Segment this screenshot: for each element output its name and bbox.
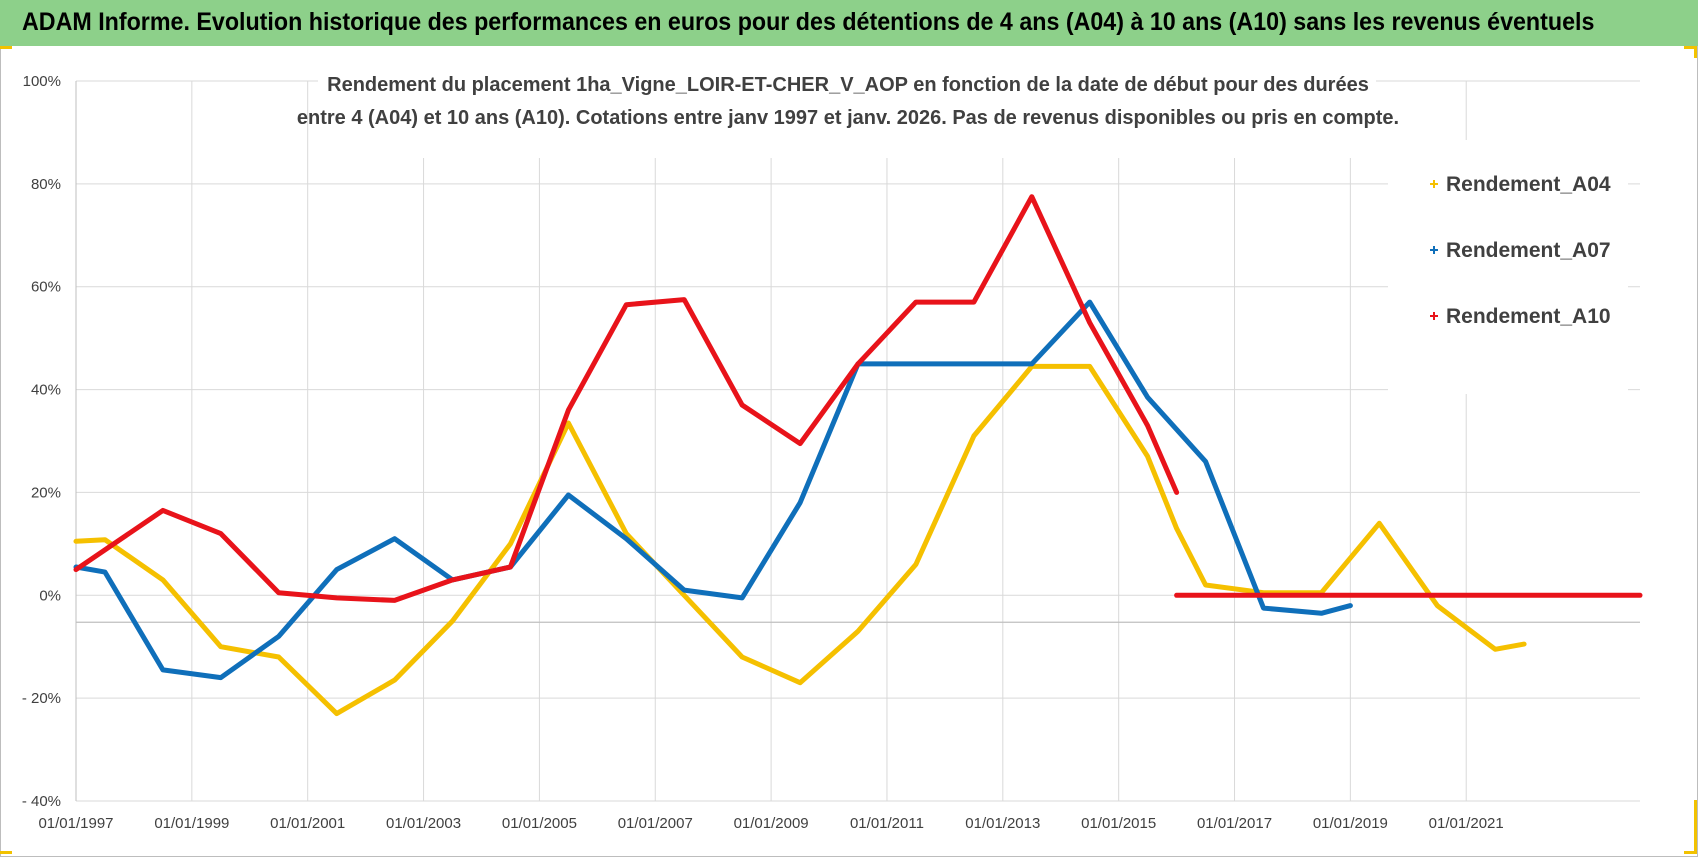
legend-label: Rendement_A07 [1446, 239, 1611, 262]
y-tick-label: 40% [31, 382, 61, 399]
gridlines [75, 80, 1640, 802]
x-tick-label: 01/01/2013 [965, 815, 1040, 832]
series-line-rendement_a04 [73, 363, 1527, 717]
y-tick-label: 100% [23, 73, 61, 90]
corner-accent-top-left [0, 46, 12, 49]
corner-accent-bottom-right [1684, 851, 1696, 854]
y-tick-label: - 40% [22, 793, 61, 810]
header-bar: ADAM Informe. Evolution historique des p… [0, 0, 1698, 46]
line-chart: 100% 80% 60% 40% 20% 0% - 20% - 40% 01/01/1997 01… [22, 66, 1643, 832]
legend-background [1388, 140, 1628, 394]
corner-accent-top-right [1684, 46, 1696, 49]
legend-label: Rendement_A04 [1446, 173, 1611, 196]
legend-label: Rendement_A10 [1446, 305, 1611, 328]
corner-accent-right-bottom [1694, 800, 1697, 854]
x-tick-label: 01/01/2007 [618, 815, 693, 832]
x-tick-label: 01/01/2003 [386, 815, 461, 832]
page-title: ADAM Informe. Evolution historique des p… [22, 8, 1595, 36]
x-tick-label: 01/01/1999 [154, 815, 229, 832]
y-tick-label: 60% [31, 279, 61, 296]
x-tick-label: 01/01/2017 [1197, 815, 1272, 832]
chart-title-line-1: Rendement du placement 1ha_Vigne_LOIR-ET… [327, 74, 1369, 96]
x-tick-label: 01/01/2009 [734, 815, 809, 832]
y-tick-label: 80% [31, 176, 61, 193]
legend: Rendement_A04 Rendement_A07 Rendement_A10 [1430, 173, 1611, 328]
axes: 100% 80% 60% 40% 20% 0% - 20% - 40% 01/01/1997 01… [22, 73, 1640, 832]
x-tick-label: 01/01/2015 [1081, 815, 1156, 832]
y-tick-label: 20% [31, 484, 61, 501]
x-tick-label: 01/01/2019 [1313, 815, 1388, 832]
series-line-rendement_a07 [73, 299, 1353, 681]
corner-accent-bottom-left [0, 851, 12, 854]
x-tick-label: 01/01/2021 [1429, 815, 1504, 832]
series-lines [73, 194, 1643, 717]
corner-accent-right-top [1694, 46, 1697, 58]
series-line-rendement_a10 [73, 194, 1180, 603]
x-tick-label: 01/01/2001 [270, 815, 345, 832]
y-tick-label: 0% [39, 587, 61, 604]
x-tick-label: 01/01/2011 [850, 815, 924, 832]
y-tick-label: - 20% [22, 690, 61, 707]
chart-title-line-2: entre 4 (A04) et 10 ans (A10). Cotations… [297, 107, 1399, 129]
chart-title-background [318, 66, 1376, 158]
x-tick-label: 01/01/1997 [38, 815, 113, 832]
x-tick-label: 01/01/2005 [502, 815, 577, 832]
